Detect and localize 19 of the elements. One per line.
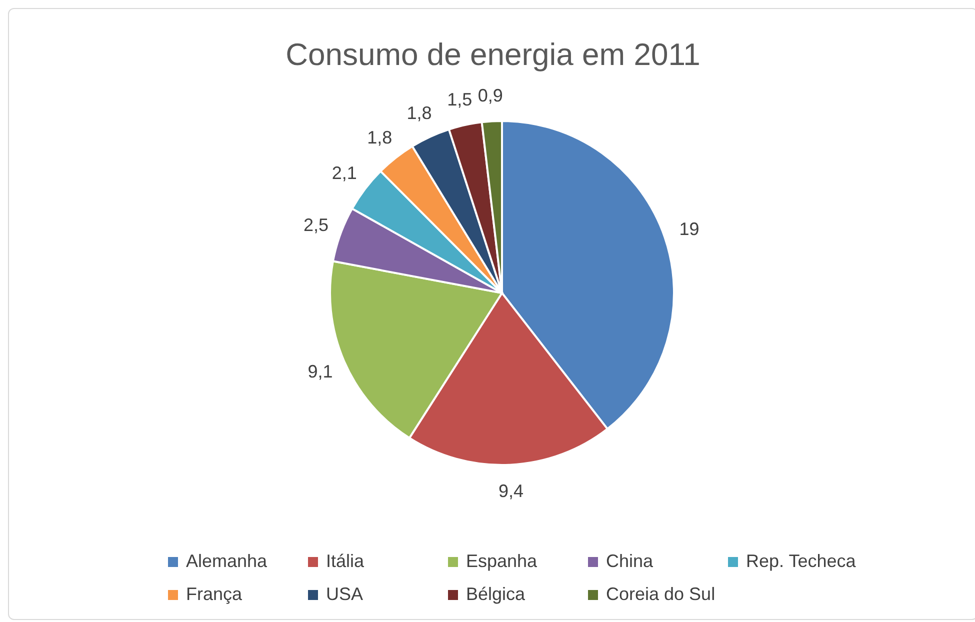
data-label: 0,9 xyxy=(478,85,503,106)
chart-title: Consumo de energia em 2011 xyxy=(284,37,702,73)
legend-label: Coreia do Sul xyxy=(606,584,716,605)
legend-label: Bélgica xyxy=(466,584,526,605)
legend-label: Rep. Techeca xyxy=(746,551,856,572)
legend-label: Itália xyxy=(326,551,364,572)
data-label: 1,8 xyxy=(367,127,392,148)
data-label: 9,1 xyxy=(308,362,333,382)
legend-label: França xyxy=(186,584,242,605)
data-label: 2,1 xyxy=(332,163,357,184)
legend-label: Espanha xyxy=(466,551,538,572)
data-label: 1,5 xyxy=(447,90,472,110)
data-label: 1,8 xyxy=(406,103,432,124)
legend-label: USA xyxy=(326,584,364,605)
data-label: 9,4 xyxy=(498,480,524,501)
legend-label: China xyxy=(606,551,654,572)
legend-label: Alemanha xyxy=(186,551,268,572)
data-label: 2,5 xyxy=(303,215,328,236)
data-label: 19 xyxy=(679,218,700,239)
